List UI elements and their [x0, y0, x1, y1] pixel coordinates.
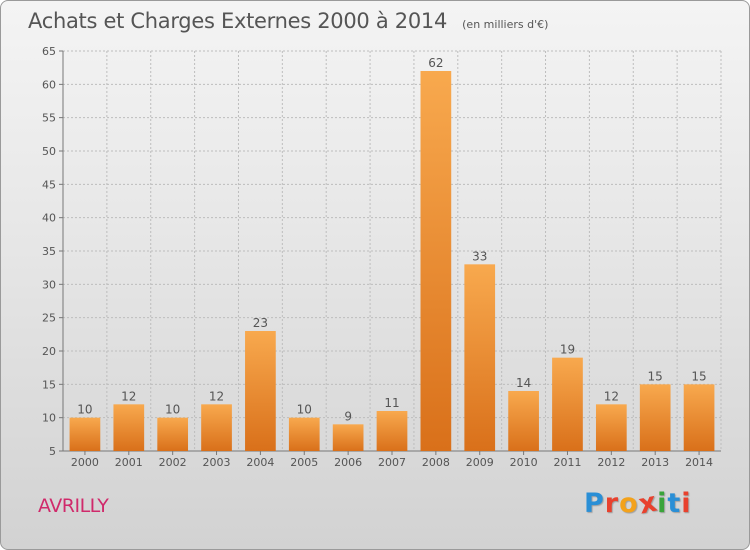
- data-label-2008: 62: [428, 56, 443, 70]
- bar-2003: [201, 404, 232, 451]
- data-label-2001: 12: [121, 389, 136, 403]
- commune-name: AVRILLY: [38, 495, 109, 517]
- x-tick-label-2003: 2003: [203, 456, 231, 469]
- x-tick-label-2010: 2010: [510, 456, 538, 469]
- y-tick-label: 35: [42, 245, 56, 258]
- bars: [69, 71, 715, 451]
- x-tick-label-2004: 2004: [246, 456, 274, 469]
- y-tick-label: 10: [42, 412, 56, 425]
- data-label-2002: 10: [165, 403, 180, 417]
- bar-2012: [595, 404, 627, 451]
- bar-2001: [113, 404, 145, 451]
- data-label-2003: 12: [209, 389, 224, 403]
- logo-letter: t: [667, 488, 682, 519]
- data-label-2011: 19: [560, 343, 575, 357]
- proxiti-logo: Proxiti: [584, 486, 692, 520]
- logo-letter: o: [619, 488, 639, 519]
- data-label-2014: 15: [691, 369, 706, 383]
- chart-title: Achats et Charges Externes 2000 à 2014: [28, 9, 448, 33]
- y-tick-label: 15: [42, 378, 56, 391]
- bar-2004: [245, 331, 276, 451]
- bar-2006: [332, 424, 364, 451]
- data-label-2007: 11: [384, 396, 399, 410]
- x-tick-label-2005: 2005: [290, 456, 318, 469]
- data-label-2012: 12: [604, 389, 619, 403]
- bar-2000: [69, 417, 101, 451]
- bar-2010: [508, 391, 539, 451]
- x-tick-label-2014: 2014: [685, 456, 713, 469]
- y-tick-label: 45: [42, 178, 56, 191]
- y-tick-label: 25: [42, 312, 56, 325]
- data-labels: 10 2000 12 2001 10 2002 12 2003 23 2004 10 2005 9 200…: [71, 56, 713, 469]
- bar-2002: [157, 417, 189, 451]
- logo-letter: r: [604, 488, 620, 519]
- x-tick-label-2009: 2009: [466, 456, 494, 469]
- x-tick-label-2002: 2002: [159, 456, 187, 469]
- title-block: Achats et Charges Externes 2000 à 2014 (…: [28, 9, 548, 33]
- x-tick-label-2011: 2011: [553, 456, 581, 469]
- x-tick-label-2000: 2000: [71, 456, 99, 469]
- logo-letter: P: [584, 488, 605, 519]
- logo-letter: i: [681, 488, 692, 519]
- x-tick-label-2008: 2008: [422, 456, 450, 469]
- chart-subtitle: (en milliers d'€): [462, 18, 549, 31]
- data-label-2005: 10: [297, 403, 312, 417]
- y-tick-label: 20: [42, 345, 56, 358]
- gridlines: [62, 50, 722, 452]
- y-tick-label: 40: [42, 212, 56, 225]
- bar-2011: [552, 357, 583, 451]
- x-tick-label-2012: 2012: [597, 456, 625, 469]
- x-tick-label-2006: 2006: [334, 456, 362, 469]
- logo-letter: i: [657, 488, 668, 519]
- bar-2009: [464, 264, 496, 451]
- data-label-2013: 15: [648, 369, 663, 383]
- y-tick-label: 30: [42, 278, 56, 291]
- x-tick-label-2007: 2007: [378, 456, 406, 469]
- data-label-2006: 9: [344, 409, 352, 423]
- bar-2008: [420, 71, 452, 451]
- data-label-2010: 14: [516, 376, 531, 390]
- y-tick-label: 5: [49, 445, 56, 458]
- data-label-2009: 33: [472, 249, 487, 263]
- y-tick-label: 60: [42, 78, 56, 91]
- y-tick-label: 50: [42, 145, 56, 158]
- data-label-2000: 10: [77, 403, 92, 417]
- data-label-2004: 23: [253, 316, 268, 330]
- bar-2013: [639, 384, 671, 451]
- bar-2007: [376, 411, 408, 451]
- bar-2014: [683, 384, 715, 451]
- y-tick-label: 55: [42, 112, 56, 125]
- bar-2005: [288, 417, 320, 451]
- x-tick-label-2013: 2013: [641, 456, 669, 469]
- y-tick-label: 65: [42, 45, 56, 58]
- x-tick-label-2001: 2001: [115, 456, 143, 469]
